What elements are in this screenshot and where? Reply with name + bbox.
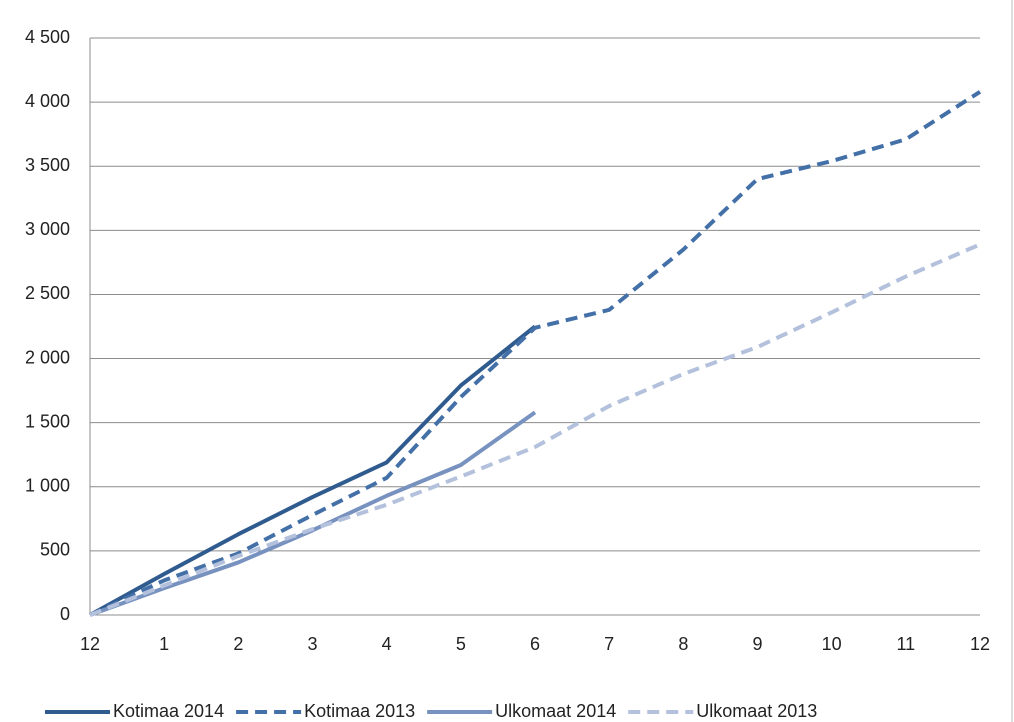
legend-label: Kotimaa 2014	[113, 701, 224, 721]
x-tick-label: 11	[896, 634, 915, 654]
legend-label: Ulkomaat 2014	[495, 701, 616, 721]
legend-label: Kotimaa 2013	[304, 701, 415, 721]
series-line	[89, 324, 537, 617]
y-tick-label: 500	[40, 540, 70, 560]
y-tick-label: 3 500	[25, 155, 70, 175]
legend-label: Ulkomaat 2013	[696, 701, 817, 721]
y-tick-label: 2 000	[25, 347, 70, 367]
x-tick-label: 3	[307, 634, 317, 654]
y-tick-label: 0	[60, 604, 70, 624]
x-tick-label: 8	[678, 634, 688, 654]
series-line	[89, 90, 982, 617]
y-tick-label: 4 000	[25, 91, 70, 111]
x-tick-label: 6	[530, 634, 540, 654]
y-tick-label: 2 500	[25, 283, 70, 303]
y-tick-label: 1 500	[25, 411, 70, 431]
x-tick-label: 7	[604, 634, 614, 654]
y-tick-label: 3 000	[25, 219, 70, 239]
x-tick-label: 12	[970, 634, 990, 654]
x-tick-label: 2	[233, 634, 243, 654]
y-tick-label: 1 000	[25, 476, 70, 496]
y-tick-label: 4 500	[25, 27, 70, 47]
x-tick-label: 5	[456, 634, 466, 654]
x-tick-label: 12	[80, 634, 100, 654]
series-line	[89, 410, 537, 617]
series-line	[89, 242, 981, 617]
x-tick-label: 4	[382, 634, 392, 654]
x-tick-label: 9	[752, 634, 762, 654]
x-tick-label: 1	[159, 634, 169, 654]
x-tick-label: 10	[822, 634, 842, 654]
